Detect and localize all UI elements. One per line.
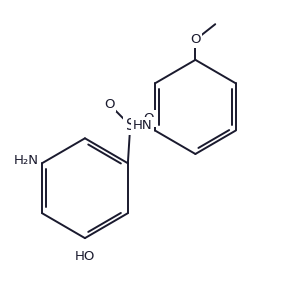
Text: O: O [190,33,201,46]
Text: HO: HO [75,249,95,263]
Text: HN: HN [133,119,152,132]
Text: O: O [104,98,114,111]
Text: O: O [143,112,154,125]
Text: H₂N: H₂N [14,154,39,167]
Text: S: S [126,118,135,133]
